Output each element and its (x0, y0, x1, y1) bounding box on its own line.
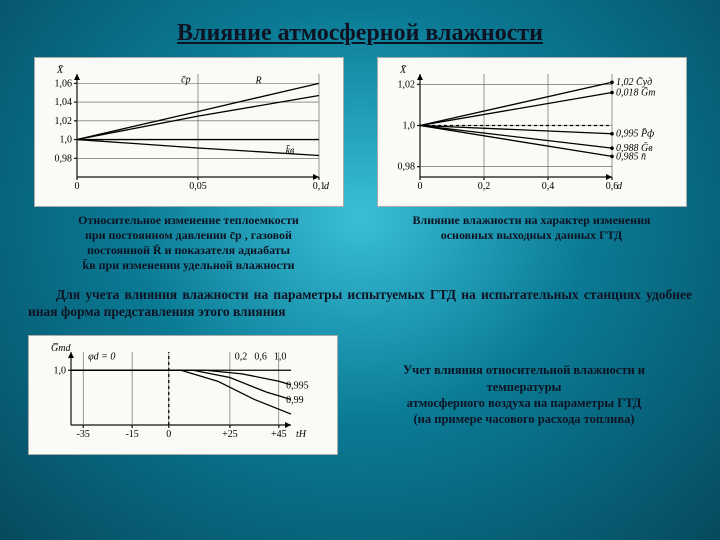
svg-text:1,04: 1,04 (54, 97, 72, 108)
svg-text:0,6: 0,6 (254, 351, 266, 362)
slide-title: Влияние атмосферной влажности (28, 20, 692, 47)
svg-text:0,2: 0,2 (477, 181, 490, 192)
svg-text:-35: -35 (77, 429, 90, 440)
svg-text:0,995 P̄ф: 0,995 P̄ф (616, 128, 654, 140)
chart1: 0,981,01,021,041,0600,050,1X̄dc̄pRk̄в (39, 62, 339, 197)
svg-text:X̄: X̄ (56, 65, 64, 76)
svg-text:1,02 C̄уд: 1,02 C̄уд (616, 77, 652, 89)
svg-text:0: 0 (74, 181, 79, 192)
chart2-frame: 0,981,01,0200,20,40,6X̄d1,02 C̄уд0,018 Ḡ… (377, 57, 687, 207)
svg-text:0,98: 0,98 (54, 153, 72, 164)
svg-text:0,4: 0,4 (541, 181, 554, 192)
svg-text:0,018 Ḡm: 0,018 Ḡm (616, 87, 655, 99)
svg-text:0: 0 (417, 181, 422, 192)
chart3-frame: 1,0 -35 -15 0 +25 +45 G̅md tH φd = 0 0,2 0,6 1,0 0,9… (28, 335, 338, 455)
svg-text:1,06: 1,06 (54, 78, 72, 89)
chart1-caption: Относительное изменение теплоемкостипри … (78, 213, 299, 273)
svg-text:0,995: 0,995 (286, 380, 309, 391)
svg-text:0,985 n̄: 0,985 n̄ (616, 151, 646, 162)
svg-text:X̄: X̄ (399, 65, 407, 76)
svg-text:φd = 0: φd = 0 (88, 351, 115, 362)
svg-text:1,0: 1,0 (59, 135, 72, 146)
chart1-frame: 0,981,01,021,041,0600,050,1X̄dc̄pRk̄в (34, 57, 344, 207)
chart2: 0,981,01,0200,20,40,6X̄d1,02 C̄уд0,018 Ḡ… (382, 62, 682, 197)
svg-text:0,2: 0,2 (235, 351, 248, 362)
svg-text:R: R (254, 75, 261, 86)
chart2-caption: Влияние влажности на характер измененияо… (413, 213, 651, 243)
svg-text:c̄p: c̄p (181, 74, 190, 85)
svg-text:1,0: 1,0 (274, 351, 287, 362)
svg-text:1,02: 1,02 (397, 79, 415, 90)
svg-text:+25: +25 (222, 429, 238, 440)
svg-text:0,98: 0,98 (397, 162, 415, 173)
col-left: 0,981,01,021,041,0600,050,1X̄dc̄pRk̄в От… (28, 57, 349, 273)
svg-text:-15: -15 (125, 429, 138, 440)
svg-text:1,0: 1,0 (402, 121, 415, 132)
svg-text:0,05: 0,05 (189, 181, 207, 192)
svg-text:G̅md: G̅md (51, 343, 71, 354)
svg-text:1,0: 1,0 (54, 365, 67, 376)
svg-text:+45: +45 (271, 429, 287, 440)
svg-text:0,99: 0,99 (286, 395, 304, 406)
chart3: 1,0 -35 -15 0 +25 +45 G̅md tH φd = 0 0,2 0,6 1,0 0,9… (33, 340, 333, 445)
bottom-row: 1,0 -35 -15 0 +25 +45 G̅md tH φd = 0 0,2 0,6 1,0 0,9… (28, 335, 692, 455)
svg-text:1,02: 1,02 (54, 116, 72, 127)
body-paragraph: Для учета влияния влажности на параметры… (28, 287, 692, 321)
svg-text:0: 0 (166, 429, 171, 440)
top-row: 0,981,01,021,041,0600,050,1X̄dc̄pRk̄в От… (28, 57, 692, 273)
chart3-caption: Учет влияния относительной влажности ите… (356, 362, 692, 427)
svg-text:k̄в: k̄в (285, 145, 294, 157)
col-right: 0,981,01,0200,20,40,6X̄d1,02 C̄уд0,018 Ḡ… (371, 57, 692, 243)
svg-text:tH: tH (296, 429, 307, 440)
